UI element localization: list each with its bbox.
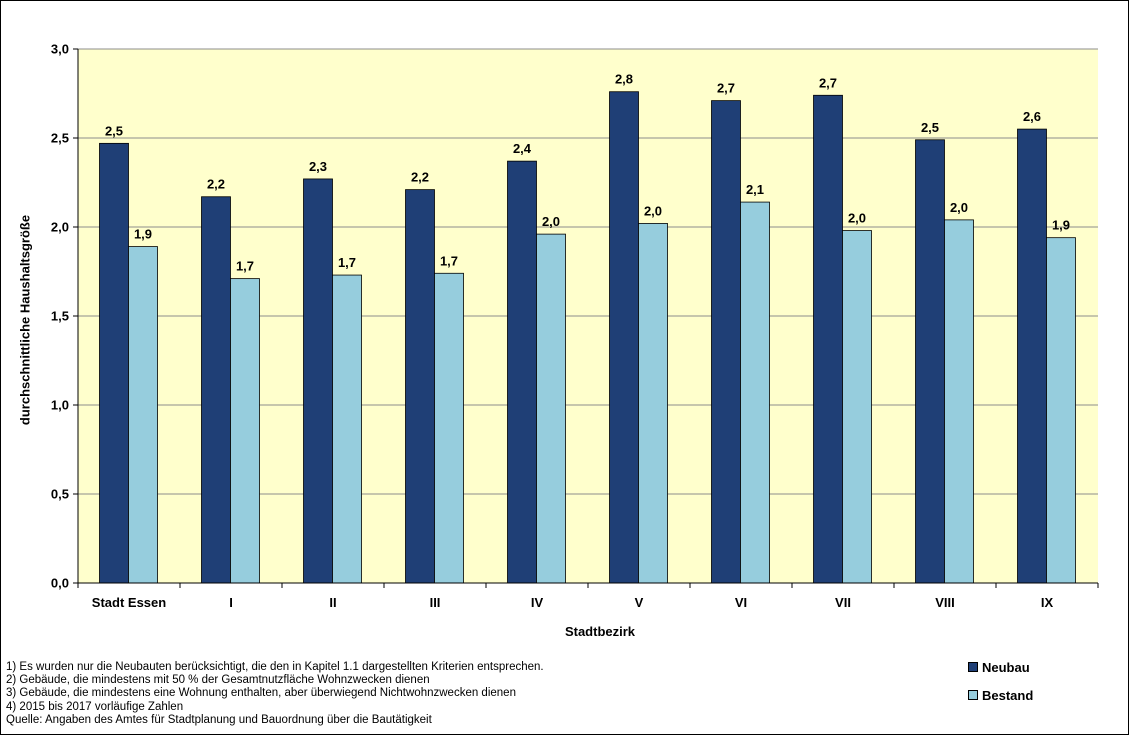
bar-bestand <box>842 230 872 584</box>
y-axis-label-wrap: durchschnittliche Haushaltsgröße <box>10 60 40 580</box>
bar-neubau <box>99 142 129 584</box>
data-label-bestand: 1,7 <box>338 255 356 270</box>
x-tick-label: Stadt Essen <box>92 595 166 610</box>
x-tick-label: I <box>229 595 233 610</box>
legend-label-bestand: Bestand <box>982 687 1034 703</box>
data-label-neubau: 2,2 <box>411 170 429 185</box>
legend-item-bestand: Bestand <box>968 687 1034 703</box>
data-label-neubau: 2,7 <box>717 81 735 96</box>
x-tick-label: IX <box>1041 595 1054 610</box>
bar-neubau <box>915 139 945 584</box>
footnote-2: 2) Gebäude, die mindestens mit 50 % der … <box>6 674 430 687</box>
x-tick-label: III <box>430 595 441 610</box>
data-label-bestand: 2,0 <box>950 200 968 215</box>
bar-neubau <box>609 91 639 584</box>
bar-bestand <box>434 272 464 584</box>
x-tick-label: VI <box>735 595 747 610</box>
bar-neubau <box>813 94 843 584</box>
footnote-1: 1) Es wurden nur die Neubauten berücksic… <box>6 661 544 673</box>
x-tick-label: II <box>329 595 336 610</box>
legend-label-neubau: Neubau <box>982 659 1030 675</box>
legend-swatch-bestand <box>968 690 978 700</box>
y-tick-label: 1,0 <box>51 398 69 413</box>
data-label-bestand: 2,0 <box>848 211 866 226</box>
data-label-neubau: 2,7 <box>819 75 837 90</box>
legend-swatch-neubau <box>968 662 978 672</box>
y-tick-label: 2,5 <box>51 131 69 146</box>
data-label-neubau: 2,2 <box>207 177 225 192</box>
y-tick-label: 3,0 <box>51 42 69 57</box>
data-label-bestand: 2,0 <box>542 214 560 229</box>
x-axis-label: Stadtbezirk <box>564 624 636 639</box>
y-tick-label: 0,0 <box>51 576 69 591</box>
data-label-bestand: 1,7 <box>236 259 254 274</box>
data-label-bestand: 2,0 <box>644 203 662 218</box>
bar-neubau <box>507 160 537 584</box>
data-label-neubau: 2,6 <box>1023 109 1041 124</box>
data-label-neubau: 2,5 <box>105 123 123 138</box>
x-tick-label: VII <box>835 595 851 610</box>
bar-neubau <box>405 189 435 584</box>
y-axis-label: durchschnittliche Haushaltsgröße <box>17 214 33 426</box>
data-label-bestand: 1,7 <box>440 253 458 268</box>
data-label-neubau: 2,3 <box>309 159 327 174</box>
bar-bestand <box>944 219 974 584</box>
bar-bestand <box>536 233 566 584</box>
footnotes: 1) Es wurden nur die Neubauten berücksic… <box>6 661 544 727</box>
bar-bestand <box>230 278 260 584</box>
data-label-bestand: 2,1 <box>746 182 764 197</box>
bar-bestand <box>740 201 770 584</box>
y-tick-label: 1,5 <box>51 309 69 324</box>
x-tick-label: IV <box>531 595 544 610</box>
data-label-neubau: 2,5 <box>921 120 939 135</box>
legend: Neubau Bestand <box>968 660 1033 716</box>
bar-bestand <box>128 246 158 584</box>
bar-bestand <box>1046 237 1076 584</box>
y-tick-label: 0,5 <box>51 487 69 502</box>
bar-chart: 0,0 0,5 1,0 1,5 2,0 2,5 3,0 2,5 1,9 Stadt Essen 2,… <box>51 42 1099 610</box>
bar-neubau <box>303 178 333 584</box>
source-note: Quelle: Angaben des Amtes für Stadtplanu… <box>6 713 432 726</box>
footnote-4: 4) 2015 bis 2017 vorläufige Zahlen <box>6 700 184 713</box>
data-label-bestand: 1,9 <box>1052 218 1070 233</box>
legend-item-neubau: Neubau <box>968 659 1033 675</box>
bar-bestand <box>332 274 362 584</box>
bar-neubau <box>1017 128 1047 584</box>
x-tick-label: VIII <box>935 595 955 610</box>
data-label-neubau: 2,4 <box>513 141 532 156</box>
data-label-neubau: 2,8 <box>615 72 633 87</box>
data-label-bestand: 1,9 <box>134 227 152 242</box>
bar-neubau <box>711 100 741 584</box>
bar-bestand <box>638 223 668 584</box>
bar-neubau <box>201 196 231 584</box>
footnote-3: 3) Gebäude, die mindestens eine Wohnung … <box>6 687 516 700</box>
x-tick-label: V <box>635 595 644 610</box>
y-tick-label: 2,0 <box>51 220 69 235</box>
